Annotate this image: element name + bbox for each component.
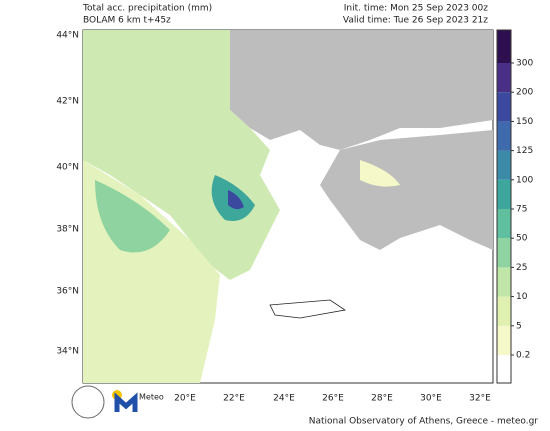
colorbar-label: 10	[516, 292, 528, 302]
lat-label: 36°N	[56, 287, 79, 297]
lat-label: 40°N	[56, 163, 79, 173]
lat-label: 44°N	[56, 31, 79, 41]
noa-seal	[71, 385, 105, 419]
colorbar-segment	[497, 267, 511, 297]
colorbar-label: 75	[516, 205, 527, 215]
colorbar-segment	[497, 63, 511, 93]
land-north	[230, 30, 493, 150]
logo-text: Meteo	[139, 393, 164, 402]
logo-m	[114, 392, 138, 412]
colorbar-segment	[497, 121, 511, 151]
colorbar-label: 25	[516, 263, 527, 273]
lon-label: 20°E	[174, 394, 196, 404]
colorbar-segment	[497, 355, 511, 383]
colorbar-label: 100	[516, 175, 533, 185]
colorbar-label: 5	[516, 321, 522, 331]
lon-label: 28°E	[371, 394, 393, 404]
colorbar-label: 150	[516, 117, 533, 127]
colorbar-segment	[497, 238, 511, 268]
lat-label: 38°N	[56, 225, 79, 235]
title: Total acc. precipitation (mm)	[82, 4, 212, 14]
lon-label: 30°E	[420, 394, 442, 404]
precip-band	[95, 180, 170, 253]
credit: National Observatory of Athens, Greece -…	[309, 417, 539, 427]
crete	[269, 299, 347, 319]
colorbar-label: 125	[516, 146, 533, 156]
lon-label: 32°E	[469, 394, 491, 404]
colorbar-segment	[497, 92, 511, 122]
colorbar-segment	[497, 30, 511, 63]
colorbar-label: 200	[516, 88, 533, 98]
lon-label: 22°E	[223, 394, 245, 404]
colorbar-label: 300	[516, 59, 533, 69]
colorbar: 0.2 5 10 25 50 75 100 125 150 200 300	[496, 29, 533, 384]
lat-label: 34°N	[56, 347, 79, 357]
valid-time: Valid time: Tue 26 Sep 2023 21z	[343, 16, 488, 26]
colorbar-label: 0.2	[516, 351, 530, 361]
land-turkey	[320, 130, 493, 250]
colorbar-label: 50	[516, 234, 528, 244]
lon-label: 26°E	[322, 394, 344, 404]
colorbar-segment	[497, 325, 511, 355]
colorbar-segment	[497, 209, 511, 239]
precip-max	[228, 190, 244, 210]
precip-turkey	[360, 160, 400, 187]
subtitle: BOLAM 6 km t+45z	[83, 16, 171, 26]
lat-labels: 44°N 42°N 40°N 38°N 36°N 34°N	[56, 31, 79, 357]
lon-labels: 20°E 22°E 24°E 26°E 28°E 30°E 32°E	[174, 394, 491, 404]
init-time: Init. time: Mon 25 Sep 2023 00z	[344, 4, 489, 14]
colorbar-segment	[497, 296, 511, 326]
colorbar-segment	[497, 179, 511, 209]
map-area	[82, 29, 494, 384]
lat-label: 42°N	[56, 97, 79, 107]
colorbar-segment	[497, 150, 511, 180]
lon-label: 24°E	[273, 394, 295, 404]
colorbar-frame	[496, 29, 512, 384]
